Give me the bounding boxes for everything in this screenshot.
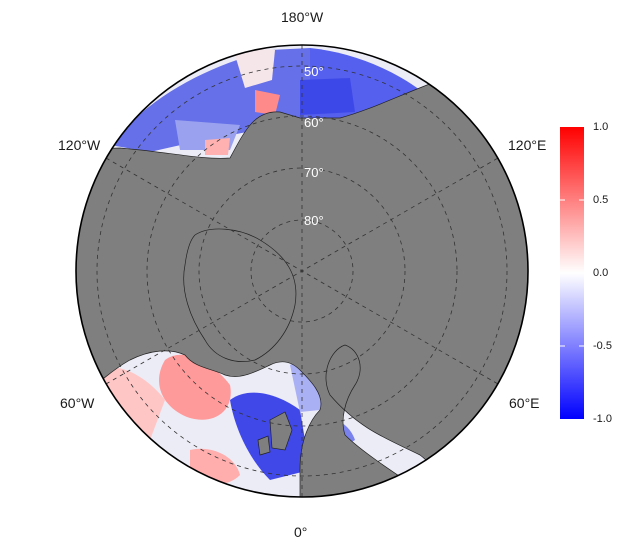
lon-label-180w: 180°W — [281, 9, 324, 25]
lat-label-60: 60° — [304, 115, 324, 130]
lon-label-60w: 60°W — [60, 395, 95, 411]
colorbar-tick-marks — [560, 199, 584, 347]
lon-label-0: 0° — [294, 524, 308, 540]
colorbar-tick-label: -0.5 — [593, 340, 612, 352]
colorbar-tick-label: 1.0 — [593, 121, 609, 133]
lon-label-120w: 120°W — [58, 137, 101, 153]
map-frame — [75, 44, 529, 498]
lon-label-60e: 60°E — [509, 395, 540, 411]
lat-label-group: 50° 60° 70° 80° — [304, 64, 324, 228]
lat-label-70: 70° — [304, 165, 324, 180]
lon-label-120e: 120°E — [508, 137, 547, 153]
colorbar-tick-label: 0.0 — [593, 267, 609, 279]
land-masses — [76, 59, 528, 497]
map-disc — [76, 45, 528, 497]
colorbar-tick-label: 0.5 — [593, 194, 609, 206]
graticule — [96, 45, 508, 497]
lat-label-80: 80° — [304, 213, 324, 228]
colorbar-tick-label: -1.0 — [593, 413, 612, 425]
lat-label-50: 50° — [304, 64, 324, 79]
